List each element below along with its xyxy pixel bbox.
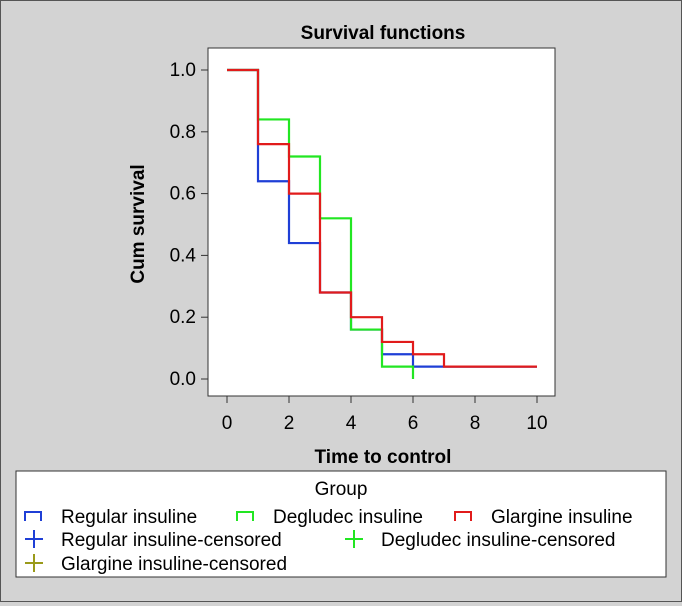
- legend-item: Degludec insuline: [236, 507, 423, 528]
- legend-box: [15, 470, 667, 578]
- y-tick-label: 0.4: [170, 245, 197, 266]
- legend-item: Regular insuline: [24, 507, 197, 528]
- step-line-icon: [454, 511, 472, 521]
- x-tick-label: 2: [284, 413, 295, 434]
- x-tick-label: 10: [526, 413, 547, 434]
- y-tick-label: 0.6: [170, 184, 196, 205]
- axes: 0 2 4 6 8 10 0.0 0.2 0.4 0.6 0.8 1.0: [170, 60, 548, 434]
- x-tick-label: 4: [346, 413, 357, 434]
- y-tick-label: 0.0: [170, 369, 196, 390]
- x-tick-label: 8: [470, 413, 481, 434]
- legend-item: Glargine insuline: [454, 507, 633, 528]
- series-line-glargine-insuline: [227, 68, 537, 368]
- y-tick-label: 1.0: [170, 60, 196, 81]
- x-tick-label: 0: [222, 413, 233, 434]
- legend-label: Regular insuline: [61, 507, 197, 528]
- legend-title: Group: [315, 479, 368, 500]
- legend-label: Regular insuline-censored: [61, 530, 282, 551]
- legend-label: Glargine insuline: [491, 507, 633, 528]
- legend-item: Regular insuline-censored: [25, 530, 282, 551]
- x-axis-label: Time to control: [315, 447, 452, 468]
- legend-label: Degludec insuline-censored: [381, 530, 615, 551]
- step-line-icon: [236, 511, 254, 521]
- legend: Regular insuline Degludec insuline Glargin…: [24, 507, 633, 575]
- legend-label: Glargine insuline-censored: [61, 554, 287, 575]
- step-line-icon: [24, 511, 42, 521]
- plus-marker-icon: [25, 530, 43, 548]
- plus-marker-icon: [345, 530, 363, 548]
- y-tick-label: 0.2: [170, 307, 196, 328]
- x-tick-label: 6: [408, 413, 419, 434]
- series-layer: [227, 68, 537, 379]
- plus-marker-icon: [25, 554, 43, 572]
- y-axis-label: Cum survival: [128, 164, 149, 283]
- chart-title: Survival functions: [301, 23, 466, 44]
- legend-item: Glargine insuline-censored: [25, 554, 287, 575]
- legend-item: Degludec insuline-censored: [345, 530, 615, 551]
- y-tick-label: 0.8: [170, 122, 196, 143]
- legend-label: Degludec insuline: [273, 507, 423, 528]
